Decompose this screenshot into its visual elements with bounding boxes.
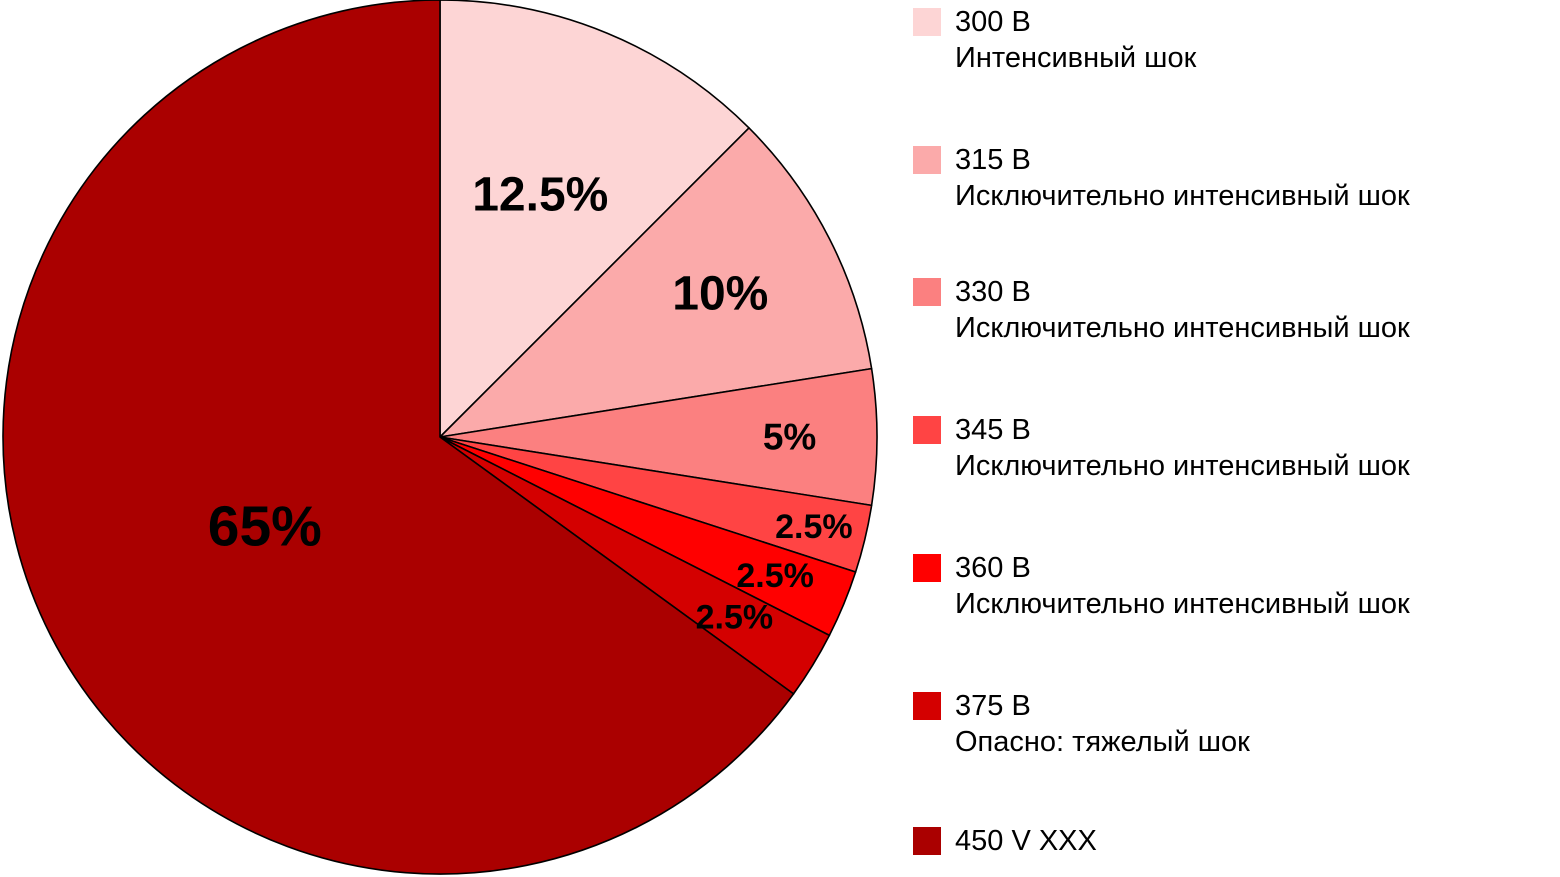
legend-swatch-1 [913, 8, 941, 36]
legend-label-5: 360 В [955, 552, 1031, 584]
legend-item-6: 375 В Опасно: тяжелый шок [913, 690, 1250, 758]
legend-sublabel-4: Исключительно интенсивный шок [955, 450, 1410, 482]
legend-label-6: 375 В [955, 690, 1031, 722]
legend-label-4: 345 В [955, 414, 1031, 446]
slice-label-1: 12.5% [472, 168, 608, 221]
legend-label-1: 300 В [955, 6, 1031, 38]
legend-sublabel-6: Опасно: тяжелый шок [955, 726, 1250, 758]
legend-swatch-6 [913, 692, 941, 720]
legend-item-7: 450 V XXX [913, 825, 1097, 857]
legend-label-3: 330 В [955, 276, 1031, 308]
slice-label-3: 5% [763, 417, 816, 458]
slice-label-5: 2.5% [736, 557, 814, 595]
legend-label-2: 315 В [955, 144, 1031, 176]
legend-sublabel-3: Исключительно интенсивный шок [955, 312, 1410, 344]
legend-item-4: 345 В Исключительно интенсивный шок [913, 414, 1410, 482]
slice-label-2: 10% [672, 268, 768, 321]
slice-label-7: 65% [208, 494, 322, 558]
legend-sublabel-5: Исключительно интенсивный шок [955, 588, 1410, 620]
pie-slice-1 [439, 0, 750, 438]
legend-label-7: 450 V XXX [955, 825, 1097, 857]
slice-label-6: 2.5% [696, 598, 774, 636]
legend-item-1: 300 В Интенсивный шок [913, 6, 1197, 74]
legend-item-2: 315 В Исключительно интенсивный шок [913, 144, 1410, 212]
legend-item-5: 360 В Исключительно интенсивный шок [913, 552, 1410, 620]
legend: 300 В Интенсивный шок 315 В Исключительно и… [913, 6, 1410, 857]
legend-swatch-5 [913, 554, 941, 582]
legend-item-3: 330 В Исключительно интенсивный шок [913, 276, 1410, 344]
legend-swatch-2 [913, 146, 941, 174]
legend-sublabel-1: Интенсивный шок [955, 42, 1197, 74]
legend-swatch-7 [913, 827, 941, 855]
pie-slices [2, 0, 878, 875]
legend-swatch-4 [913, 416, 941, 444]
pie-slice-7 [2, 0, 795, 875]
pie-slice-labels: 12.5%10%5%2.5%2.5%2.5%65% [208, 168, 853, 636]
pie-slice-2 [439, 127, 873, 438]
legend-swatch-3 [913, 278, 941, 306]
slice-label-4: 2.5% [775, 508, 853, 546]
legend-sublabel-2: Исключительно интенсивный шок [955, 180, 1410, 212]
